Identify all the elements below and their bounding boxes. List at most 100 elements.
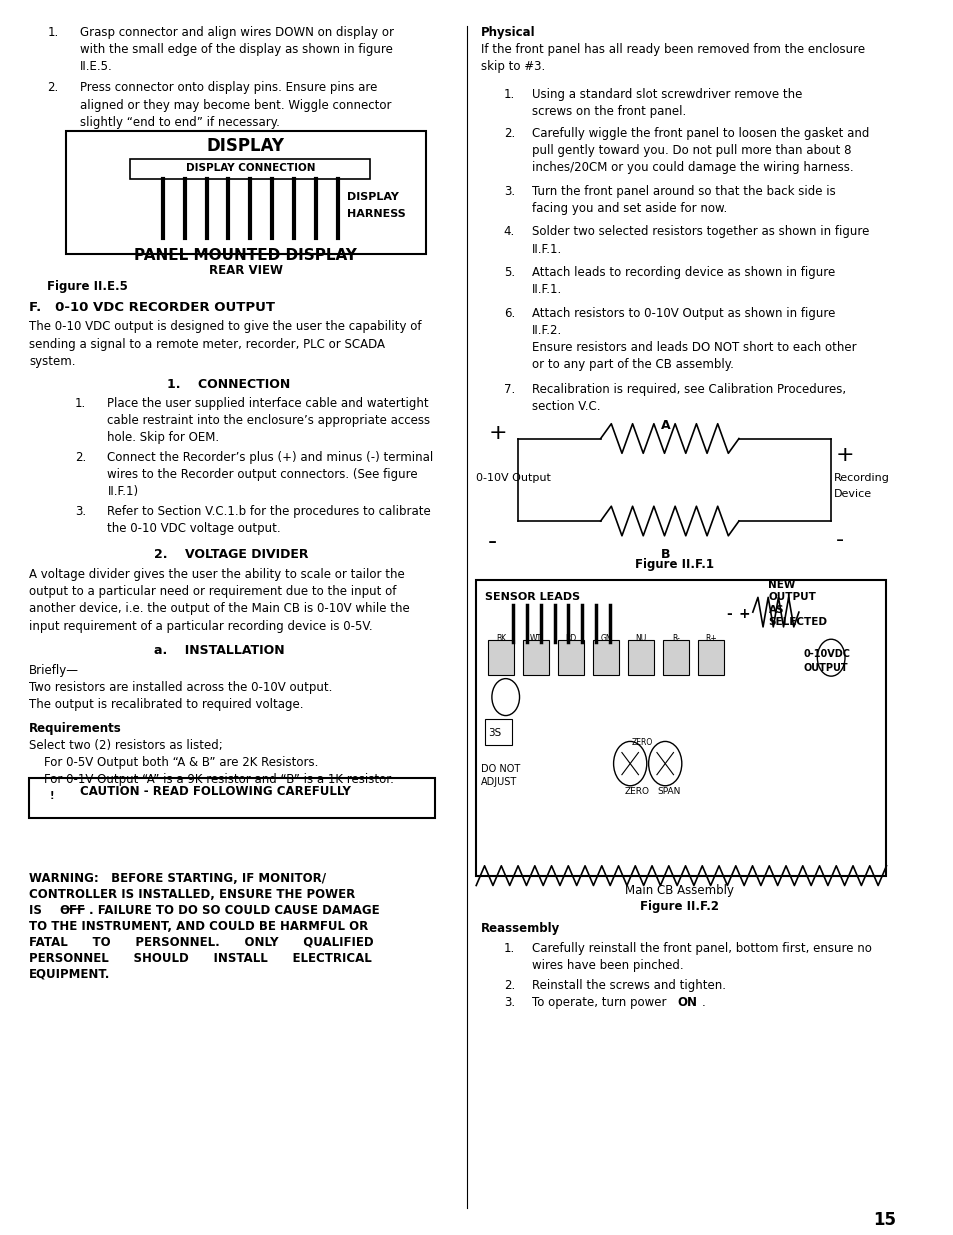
Text: Carefully reinstall the front panel, bottom first, ensure no: Carefully reinstall the front panel, bot… <box>531 942 870 955</box>
Text: section V.C.: section V.C. <box>531 400 599 414</box>
Text: NU: NU <box>635 635 646 643</box>
Text: DO NOT: DO NOT <box>480 763 519 773</box>
Text: hole. Skip for OEM.: hole. Skip for OEM. <box>108 431 219 445</box>
Text: -: - <box>488 530 497 553</box>
Polygon shape <box>36 777 68 814</box>
Text: CONTROLLER IS INSTALLED, ENSURE THE POWER: CONTROLLER IS INSTALLED, ENSURE THE POWE… <box>29 888 355 902</box>
Text: Device: Device <box>833 489 871 499</box>
Text: SENSOR LEADS: SENSOR LEADS <box>485 593 580 603</box>
Text: Carefully wiggle the front panel to loosen the gasket and: Carefully wiggle the front panel to loos… <box>531 127 868 140</box>
Text: Reassembly: Reassembly <box>480 923 559 935</box>
Text: inches/20CM or you could damage the wiring harness.: inches/20CM or you could damage the wiri… <box>531 162 852 174</box>
Text: F.   0-10 VDC RECORDER OUTPUT: F. 0-10 VDC RECORDER OUTPUT <box>29 300 274 314</box>
Text: input requirement of a particular recording device is 0-5V.: input requirement of a particular record… <box>29 620 373 632</box>
Text: WT: WT <box>530 635 541 643</box>
Text: pull gently toward you. Do not pull more than about 8: pull gently toward you. Do not pull more… <box>531 144 850 157</box>
Text: A: A <box>659 419 670 432</box>
Text: Reinstall the screws and tighten.: Reinstall the screws and tighten. <box>531 979 725 992</box>
Text: FATAL      TO      PERSONNEL.      ONLY      QUALIFIED: FATAL TO PERSONNEL. ONLY QUALIFIED <box>29 936 374 948</box>
Text: 0-10V Output: 0-10V Output <box>476 473 551 483</box>
Text: WARNING:   BEFORE STARTING, IF MONITOR/: WARNING: BEFORE STARTING, IF MONITOR/ <box>29 872 326 885</box>
Text: -: - <box>725 608 731 621</box>
Bar <box>29 778 435 818</box>
Text: Refer to Section V.C.1.b for the procedures to calibrate: Refer to Section V.C.1.b for the procedu… <box>108 505 431 517</box>
Bar <box>131 159 370 179</box>
Text: R+: R+ <box>704 635 717 643</box>
Text: system.: system. <box>29 354 75 368</box>
Text: ZERO: ZERO <box>631 737 652 747</box>
Text: sending a signal to a remote meter, recorder, PLC or SCADA: sending a signal to a remote meter, reco… <box>29 337 385 351</box>
Text: aligned or they may become bent. Wiggle connector: aligned or they may become bent. Wiggle … <box>80 99 391 111</box>
Text: another device, i.e. the output of the Main CB is 0-10V while the: another device, i.e. the output of the M… <box>29 603 410 615</box>
Text: Figure II.F.2: Figure II.F.2 <box>639 900 718 913</box>
Text: 2.    VOLTAGE DIVIDER: 2. VOLTAGE DIVIDER <box>153 548 308 561</box>
Text: 5.: 5. <box>503 266 515 279</box>
Text: the 0-10 VDC voltage output.: the 0-10 VDC voltage output. <box>108 522 281 535</box>
Text: For 0-1V Output “A” is a 9K resistor and “B” is a 1K resistor.: For 0-1V Output “A” is a 9K resistor and… <box>29 773 394 787</box>
Text: OUTPUT: OUTPUT <box>768 593 816 603</box>
Text: IS: IS <box>29 904 46 916</box>
Text: Press connector onto display pins. Ensure pins are: Press connector onto display pins. Ensur… <box>80 82 376 94</box>
Text: ZERO: ZERO <box>624 787 649 797</box>
Text: 2.: 2. <box>503 127 515 140</box>
Text: 2.: 2. <box>503 979 515 992</box>
Text: REAR VIEW: REAR VIEW <box>209 263 282 277</box>
Text: Connect the Recorder’s plus (+) and minus (-) terminal: Connect the Recorder’s plus (+) and minu… <box>108 451 434 464</box>
Text: II.F.1): II.F.1) <box>108 485 138 498</box>
Text: wires have been pinched.: wires have been pinched. <box>531 960 682 972</box>
Bar <box>593 641 618 676</box>
Text: TO THE INSTRUMENT, AND COULD BE HARMFUL OR: TO THE INSTRUMENT, AND COULD BE HARMFUL … <box>29 920 368 932</box>
Text: Briefly—: Briefly— <box>29 664 79 677</box>
Bar <box>522 641 549 676</box>
Text: HARNESS: HARNESS <box>347 210 405 220</box>
Text: RD: RD <box>565 635 577 643</box>
Text: with the small edge of the display as shown in figure: with the small edge of the display as sh… <box>80 43 393 57</box>
Text: Attach resistors to 0-10V Output as shown in figure: Attach resistors to 0-10V Output as show… <box>531 306 834 320</box>
Text: 1.: 1. <box>503 942 515 955</box>
Bar <box>662 641 688 676</box>
Text: 3.: 3. <box>503 185 515 198</box>
Text: Turn the front panel around so that the back side is: Turn the front panel around so that the … <box>531 185 835 198</box>
Circle shape <box>648 741 681 785</box>
Text: DISPLAY: DISPLAY <box>207 137 284 154</box>
Text: GN: GN <box>599 635 612 643</box>
Text: output to a particular need or requirement due to the input of: output to a particular need or requireme… <box>29 585 396 598</box>
Text: II.E.5.: II.E.5. <box>80 61 112 74</box>
Text: PERSONNEL      SHOULD      INSTALL      ELECTRICAL: PERSONNEL SHOULD INSTALL ELECTRICAL <box>29 952 372 965</box>
Bar <box>66 131 425 254</box>
Text: Requirements: Requirements <box>29 721 122 735</box>
Text: 15: 15 <box>872 1210 895 1229</box>
Text: II.F.2.: II.F.2. <box>531 324 561 337</box>
Text: . FAILURE TO DO SO COULD CAUSE DAMAGE: . FAILURE TO DO SO COULD CAUSE DAMAGE <box>89 904 379 916</box>
Text: For 0-5V Output both “A & B” are 2K Resistors.: For 0-5V Output both “A & B” are 2K Resi… <box>29 756 318 769</box>
Text: 7.: 7. <box>503 383 515 396</box>
Bar <box>698 641 723 676</box>
Text: 0-10VDC: 0-10VDC <box>802 650 850 659</box>
Bar <box>488 641 514 676</box>
Text: or to any part of the CB assembly.: or to any part of the CB assembly. <box>531 358 733 372</box>
Text: CAUTION - READ FOLLOWING CAREFULLY: CAUTION - READ FOLLOWING CAREFULLY <box>80 784 351 798</box>
Text: Select two (2) resistors as listed;: Select two (2) resistors as listed; <box>29 739 223 752</box>
Text: AS: AS <box>768 605 783 615</box>
Text: ON: ON <box>677 997 697 1009</box>
Text: OFF: OFF <box>59 904 86 916</box>
Circle shape <box>492 678 519 715</box>
Text: 3.: 3. <box>75 505 86 517</box>
Text: +: + <box>739 608 750 621</box>
Text: wires to the Recorder output connectors. (See figure: wires to the Recorder output connectors.… <box>108 468 417 482</box>
Circle shape <box>613 741 646 785</box>
Text: -: - <box>835 530 843 550</box>
Text: 3S: 3S <box>488 727 501 737</box>
Text: screws on the front panel.: screws on the front panel. <box>531 105 685 117</box>
Bar <box>628 641 654 676</box>
Text: II.F.1.: II.F.1. <box>531 283 561 296</box>
Text: Attach leads to recording device as shown in figure: Attach leads to recording device as show… <box>531 266 834 279</box>
Text: cable restraint into the enclosure’s appropriate access: cable restraint into the enclosure’s app… <box>108 414 430 427</box>
Text: SPAN: SPAN <box>657 787 679 797</box>
Text: Figure II.E.5: Figure II.E.5 <box>48 279 129 293</box>
Text: .: . <box>701 997 705 1009</box>
Text: Recalibration is required, see Calibration Procedures,: Recalibration is required, see Calibrati… <box>531 383 844 396</box>
Text: The 0-10 VDC output is designed to give the user the capability of: The 0-10 VDC output is designed to give … <box>29 320 421 333</box>
Text: SELECTED: SELECTED <box>768 618 826 627</box>
Text: II.F.1.: II.F.1. <box>531 243 561 256</box>
